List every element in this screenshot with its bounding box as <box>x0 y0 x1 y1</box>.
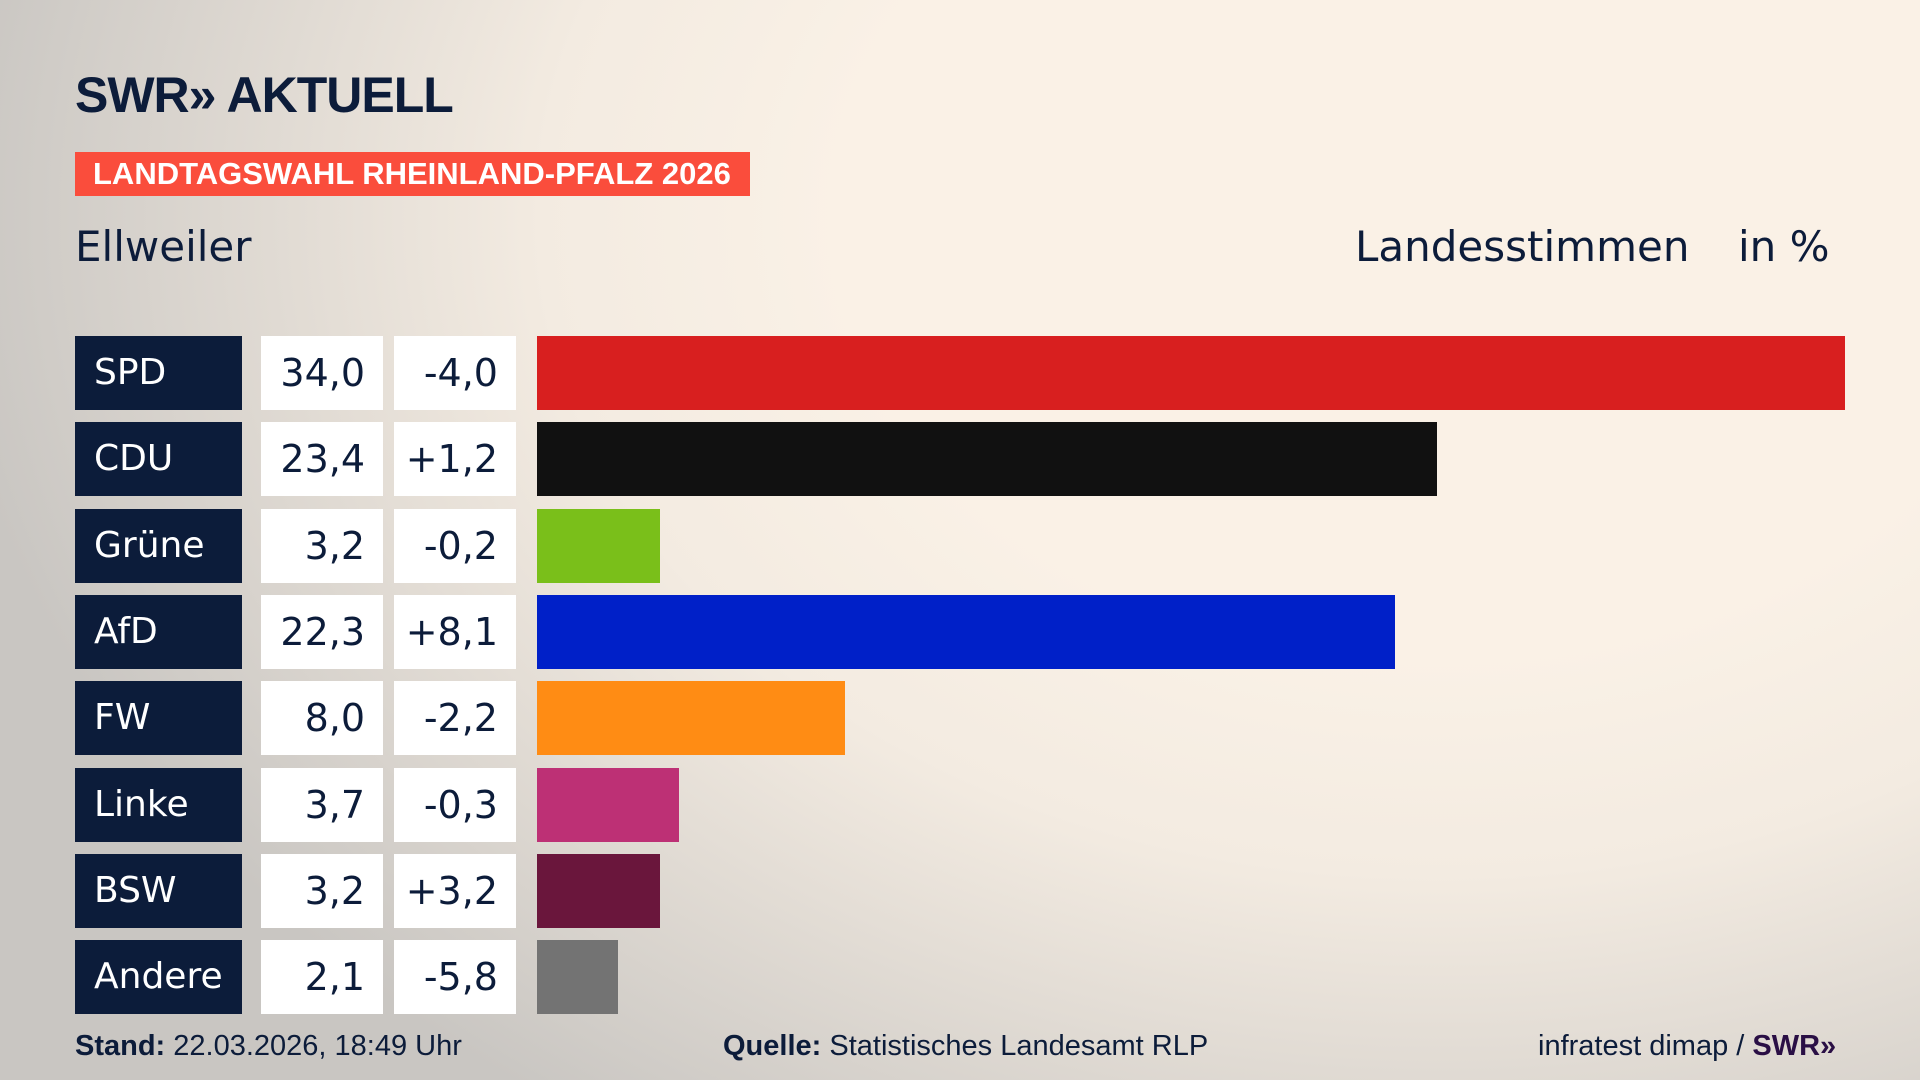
party-label: FW <box>75 681 242 756</box>
party-label: Grüne <box>75 508 242 583</box>
party-label: Andere <box>75 940 242 1015</box>
party-label: Linke <box>75 767 242 842</box>
source-value: Statistisches Landesamt RLP <box>829 1030 1209 1062</box>
change-label: -0,2 <box>394 508 516 583</box>
election-banner: LANDTAGSWAHL RHEINLAND-PFALZ 2026 <box>75 152 750 196</box>
bar-row: CDU 23,4 +1,2 <box>75 422 1875 497</box>
bar <box>537 508 661 583</box>
place-title: Ellweiler <box>75 222 252 271</box>
bar-row: AfD 22,3 +8,1 <box>75 594 1875 669</box>
change-label: -5,8 <box>394 940 516 1015</box>
bar <box>537 940 618 1015</box>
swr-aktuell-logo: SWR» AKTUELL <box>75 67 454 123</box>
change-label: -4,0 <box>394 336 516 410</box>
swr-logo: SWR» <box>1752 1030 1837 1062</box>
timestamp: Stand: 22.03.2026, 18:49 Uhr <box>75 1030 462 1063</box>
bar-row: FW 8,0 -2,2 <box>75 681 1875 756</box>
bar-row: SPD 34,0 -4,0 <box>75 336 1875 410</box>
stand-label: Stand: <box>75 1030 166 1062</box>
bar <box>537 767 680 842</box>
value-label: 3,2 <box>261 508 383 583</box>
bar <box>537 853 661 928</box>
value-label: 3,2 <box>261 853 383 928</box>
source-label: Quelle: <box>723 1030 822 1062</box>
change-label: -0,3 <box>394 767 516 842</box>
value-label: 8,0 <box>261 681 383 756</box>
value-label: 34,0 <box>261 336 383 410</box>
bar-row: Linke 3,7 -0,3 <box>75 767 1875 842</box>
bar <box>537 422 1438 497</box>
bar <box>537 594 1395 669</box>
party-label: BSW <box>75 853 242 928</box>
bar-row: Andere 2,1 -5,8 <box>75 940 1875 1015</box>
bar-row: Grüne 3,2 -0,2 <box>75 508 1875 583</box>
party-label: CDU <box>75 422 242 497</box>
party-label: AfD <box>75 594 242 669</box>
unit-label: in % <box>1738 222 1830 271</box>
bar <box>537 336 1845 410</box>
bar-row: BSW 3,2 +3,2 <box>75 853 1875 928</box>
credit-text: infratest dimap / <box>1538 1030 1753 1062</box>
change-label: +1,2 <box>394 422 516 497</box>
bar <box>537 681 845 756</box>
measure-label: Landesstimmen <box>1355 222 1690 271</box>
value-label: 2,1 <box>261 940 383 1015</box>
change-label: -2,2 <box>394 681 516 756</box>
change-label: +3,2 <box>394 853 516 928</box>
value-label: 3,7 <box>261 767 383 842</box>
stand-value: 22.03.2026, 18:49 Uhr <box>173 1030 462 1062</box>
value-label: 23,4 <box>261 422 383 497</box>
source: Quelle: Statistisches Landesamt RLP <box>723 1030 1208 1063</box>
party-label: SPD <box>75 336 242 410</box>
value-label: 22,3 <box>261 594 383 669</box>
credit: infratest dimap / SWR» <box>1538 1030 1836 1063</box>
change-label: +8,1 <box>394 594 516 669</box>
